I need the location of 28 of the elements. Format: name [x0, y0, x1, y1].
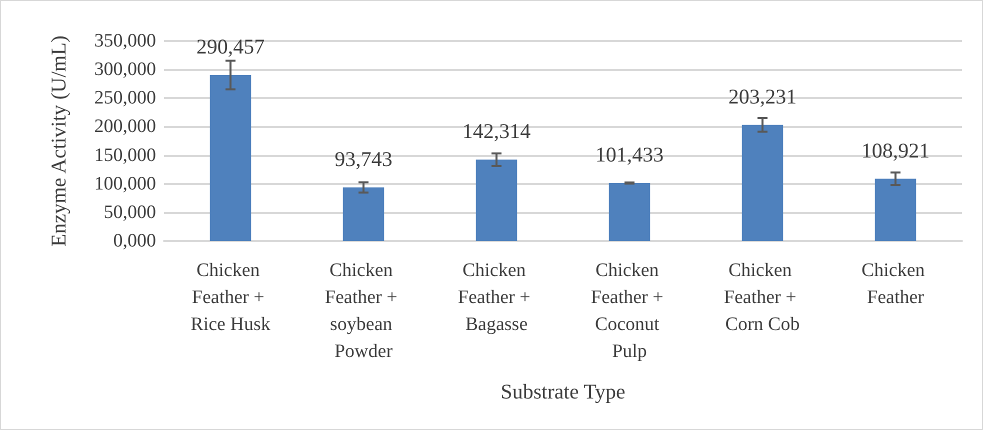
data-label: 93,743 [334, 146, 392, 171]
data-label: 203,231 [728, 84, 797, 108]
x-axis-title: Substrate Type [500, 380, 626, 404]
bar [476, 160, 518, 241]
x-tick-label: Chicken Feather + Coconut Pulp [590, 260, 668, 362]
y-tick-label: 350,000 [94, 30, 156, 52]
y-axis-title: Enzyme Activity (U/mL) [46, 35, 70, 247]
data-label: 142,314 [462, 119, 532, 144]
y-tick-label: 300,000 [94, 59, 156, 80]
data-label: 101,433 [595, 142, 664, 167]
data-label: 108,921 [861, 138, 930, 162]
x-tick-label: Chicken Feather + Rice Husk [190, 260, 271, 335]
y-tick-label: 200,000 [94, 116, 156, 138]
y-tick-label: 50,000 [104, 202, 156, 223]
y-tick-label: 250,000 [94, 88, 156, 109]
y-tick-label: 100,000 [94, 173, 156, 194]
data-label: 290,457 [196, 34, 265, 59]
x-tick-label: Chicken Feather + Bagasse [458, 260, 536, 335]
y-tick-label: 150,000 [94, 144, 156, 166]
bar [342, 187, 384, 241]
bar [742, 124, 784, 241]
bar [210, 75, 252, 241]
x-tick-label: Chicken Feather + Corn Cob [724, 260, 802, 335]
y-tick-label: 0,000 [113, 230, 156, 252]
bar [608, 183, 650, 241]
bar [874, 178, 916, 241]
x-tick-label: Chicken Feather [861, 260, 930, 308]
x-tick-label: Chicken Feather + soybean Powder [324, 260, 402, 362]
